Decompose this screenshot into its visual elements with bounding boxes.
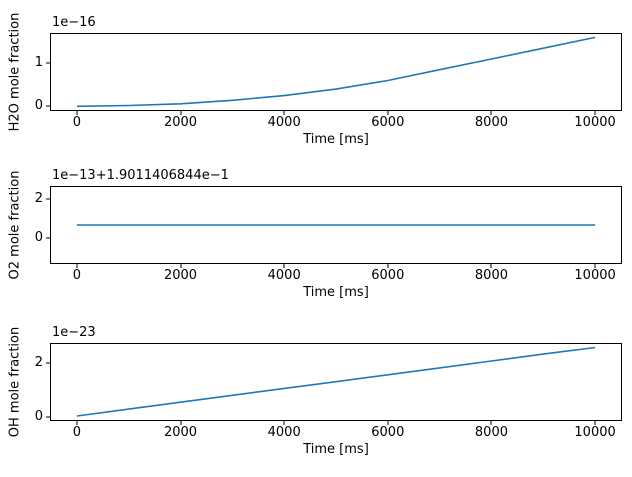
x-tick-mark <box>490 264 492 268</box>
x-tick-mark <box>283 111 285 115</box>
x-tick-mark <box>490 421 492 425</box>
x-tick-mark <box>594 421 596 425</box>
x-tick-label: 10000 <box>574 268 616 283</box>
y-tick-mark <box>46 237 50 239</box>
y-axis-label-h2o: H2O mole fraction <box>7 12 23 132</box>
x-tick-label: 8000 <box>474 268 508 283</box>
x-tick-label: 0 <box>72 115 82 130</box>
y-offset-text-oh: 1e−23 <box>52 325 96 340</box>
x-tick-label: 0 <box>72 425 82 440</box>
line-series <box>76 224 596 226</box>
x-tick-label: 4000 <box>267 115 301 130</box>
x-tick-label: 10000 <box>574 115 616 130</box>
y-tick-label: 1 <box>34 55 43 71</box>
y-offset-text-h2o: 1e−16 <box>52 15 96 30</box>
x-tick-mark <box>387 421 389 425</box>
y-tick-label: 2 <box>34 190 43 206</box>
data-line <box>76 346 596 417</box>
y-axis-label-o2: O2 mole fraction <box>7 170 23 280</box>
x-tick-mark <box>283 264 285 268</box>
y-tick-label: 0 <box>34 98 43 114</box>
x-axis-label-h2o: Time [ms] <box>303 132 369 147</box>
x-tick-label: 2000 <box>163 115 198 130</box>
y-tick-mark <box>46 105 50 107</box>
x-tick-mark <box>387 264 389 268</box>
plot-area-o2: 0 2000 4000 6000 8000 10000 0 2 <box>35 186 622 283</box>
x-tick-label: 10000 <box>574 425 616 440</box>
line-series <box>76 346 596 417</box>
plot-area-h2o: 0 2000 4000 6000 8000 10000 0 1 <box>35 33 622 130</box>
x-tick-mark <box>594 264 596 268</box>
plot-area-oh: 0 2000 4000 6000 8000 10000 0 2 <box>35 343 622 440</box>
y-tick-label: 0 <box>34 229 43 245</box>
y-tick-label: 0 <box>34 408 43 424</box>
x-tick-label: 2000 <box>163 268 198 283</box>
x-tick-mark <box>180 421 182 425</box>
x-tick-mark <box>490 111 492 115</box>
x-tick-mark <box>283 421 285 425</box>
x-tick-mark <box>180 111 182 115</box>
y-tick-mark <box>46 416 50 418</box>
x-tick-label: 0 <box>72 268 82 283</box>
x-tick-label: 8000 <box>474 425 508 440</box>
x-tick-label: 8000 <box>474 115 508 130</box>
y-offset-text-o2: 1e−13+1.9011406844e−1 <box>52 168 229 183</box>
x-tick-label: 6000 <box>371 425 405 440</box>
x-tick-mark <box>76 111 78 115</box>
y-tick-mark <box>46 62 50 64</box>
y-tick-mark <box>46 362 50 364</box>
x-tick-label: 2000 <box>163 425 198 440</box>
x-axis-label-oh: Time [ms] <box>303 442 369 457</box>
x-tick-mark <box>180 264 182 268</box>
x-axis-label-o2: Time [ms] <box>303 285 369 300</box>
y-axis-label-oh: OH mole fraction <box>7 326 23 438</box>
x-tick-label: 4000 <box>267 425 301 440</box>
line-series <box>76 36 596 108</box>
y-tick-mark <box>46 198 50 200</box>
data-line <box>76 36 596 108</box>
x-tick-mark <box>76 421 78 425</box>
x-tick-label: 6000 <box>371 268 405 283</box>
x-tick-mark <box>76 264 78 268</box>
x-tick-mark <box>594 111 596 115</box>
x-tick-label: 6000 <box>371 115 405 130</box>
x-tick-mark <box>387 111 389 115</box>
x-tick-label: 4000 <box>267 268 301 283</box>
y-tick-label: 2 <box>34 355 43 371</box>
